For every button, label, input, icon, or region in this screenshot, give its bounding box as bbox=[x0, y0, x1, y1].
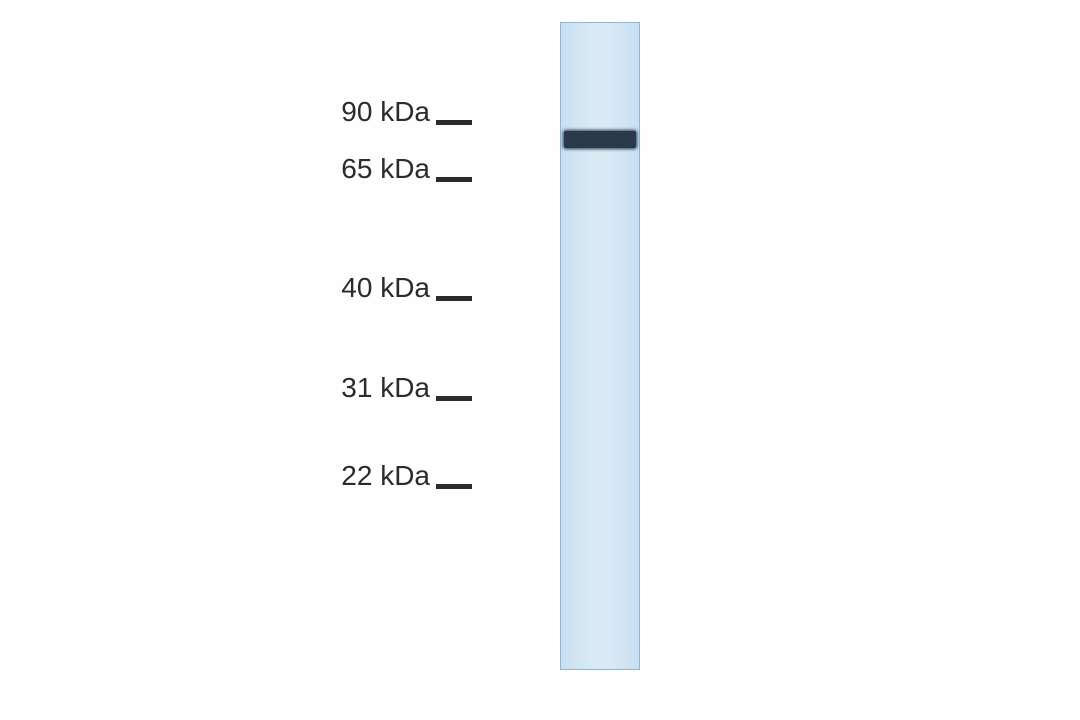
blot-lane bbox=[560, 22, 640, 670]
mw-marker-tick bbox=[436, 396, 472, 401]
mw-marker-tick bbox=[436, 120, 472, 125]
mw-marker-tick bbox=[436, 177, 472, 182]
mw-marker-row: 40 kDa bbox=[310, 272, 472, 304]
mw-marker-tick bbox=[436, 484, 472, 489]
mw-marker-row: 22 kDa bbox=[310, 460, 472, 492]
mw-marker-row: 65 kDa bbox=[310, 153, 472, 185]
mw-marker-label: 65 kDa bbox=[310, 153, 430, 185]
mw-marker-row: 90 kDa bbox=[310, 96, 472, 128]
mw-marker-row: 31 kDa bbox=[310, 372, 472, 404]
mw-marker-label: 22 kDa bbox=[310, 460, 430, 492]
mw-marker-label: 31 kDa bbox=[310, 372, 430, 404]
blot-band bbox=[564, 131, 636, 148]
mw-marker-label: 90 kDa bbox=[310, 96, 430, 128]
blot-figure: 90 kDa 65 kDa 40 kDa 31 kDa 22 kDa bbox=[0, 0, 1080, 720]
mw-marker-label: 40 kDa bbox=[310, 272, 430, 304]
mw-marker-tick bbox=[436, 296, 472, 301]
